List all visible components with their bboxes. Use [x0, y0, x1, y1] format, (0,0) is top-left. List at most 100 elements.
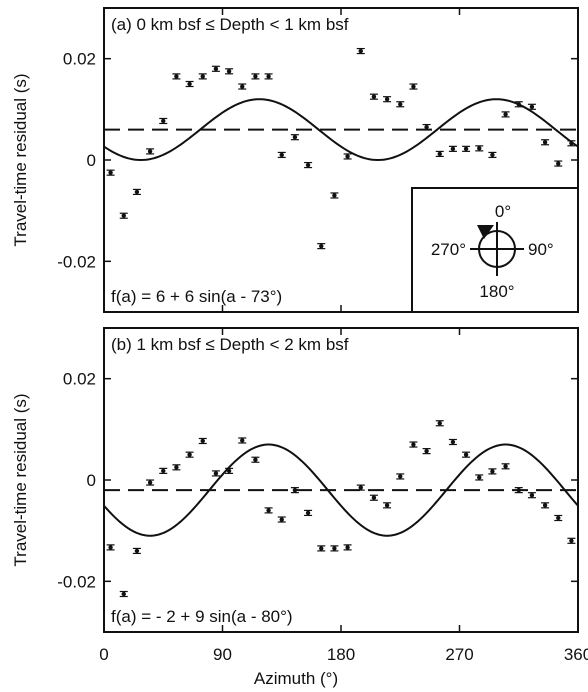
- data-marker: [569, 141, 574, 146]
- data-marker: [226, 69, 232, 74]
- data-marker: [556, 515, 561, 521]
- data-marker: [542, 503, 548, 508]
- data-point: [330, 545, 339, 552]
- data-point: [317, 545, 326, 552]
- data-marker: [292, 135, 298, 140]
- data-point: [225, 68, 234, 75]
- data-marker: [213, 66, 219, 72]
- data-marker: [398, 474, 403, 479]
- x-tick-label: 90: [213, 645, 232, 664]
- data-point: [132, 188, 141, 196]
- data-point: [198, 437, 207, 445]
- data-marker: [226, 468, 232, 474]
- y-tick-label: 0: [87, 471, 96, 490]
- data-marker: [477, 146, 482, 151]
- data-marker: [134, 548, 140, 554]
- data-marker: [477, 475, 482, 480]
- fit-curve: [104, 443, 578, 537]
- data-marker: [134, 189, 140, 195]
- data-point: [317, 243, 326, 250]
- data-point: [527, 492, 536, 499]
- data-point: [448, 438, 457, 446]
- data-marker: [503, 464, 508, 469]
- data-point: [383, 96, 392, 103]
- data-point: [106, 544, 115, 551]
- data-marker: [411, 442, 416, 447]
- data-marker: [516, 487, 521, 493]
- panel-title: (b) 1 km bsf ≤ Depth < 2 km bsf: [111, 335, 349, 354]
- data-point: [172, 73, 181, 80]
- data-marker: [161, 118, 166, 124]
- data-point: [409, 441, 418, 448]
- data-point: [198, 73, 207, 80]
- data-point: [251, 456, 260, 463]
- data-marker: [305, 510, 311, 516]
- data-marker: [450, 146, 456, 152]
- data-marker: [121, 213, 126, 218]
- data-marker: [424, 124, 429, 130]
- data-marker: [108, 545, 113, 550]
- data-marker: [516, 102, 521, 107]
- data-marker: [345, 154, 350, 159]
- data-point: [488, 468, 497, 475]
- data-marker: [490, 469, 495, 474]
- data-point: [541, 502, 550, 509]
- fit-equation: f(a) = 6 + 6 sin(a - 73°): [111, 287, 282, 306]
- data-point: [251, 73, 260, 80]
- data-point: [343, 544, 352, 551]
- data-point: [501, 111, 510, 118]
- data-point: [435, 420, 444, 427]
- data-marker: [345, 545, 350, 550]
- data-point: [185, 80, 194, 88]
- data-point: [304, 161, 313, 169]
- data-marker: [542, 140, 548, 145]
- data-marker: [437, 421, 442, 426]
- data-marker: [398, 102, 403, 107]
- data-point: [448, 145, 457, 152]
- data-point: [132, 547, 141, 555]
- y-tick-label: 0: [87, 151, 96, 170]
- compass-inset: 0° 90° 180° 270°: [411, 187, 579, 313]
- data-point: [541, 139, 550, 146]
- data-marker: [161, 468, 166, 474]
- data-marker: [490, 152, 495, 158]
- data-point: [185, 451, 194, 458]
- data-point: [554, 160, 563, 167]
- data-marker: [424, 448, 429, 454]
- data-point: [264, 507, 273, 514]
- data-point: [488, 151, 497, 159]
- data-marker: [108, 170, 113, 175]
- data-point: [159, 467, 168, 474]
- data-marker: [240, 84, 245, 89]
- y-tick-label: -0.02: [57, 572, 96, 591]
- data-point: [238, 437, 247, 444]
- data-point: [475, 145, 484, 152]
- x-tick-label: 180: [327, 645, 355, 664]
- data-marker: [147, 149, 153, 154]
- data-marker: [463, 146, 469, 152]
- data-marker: [319, 243, 324, 249]
- data-marker: [556, 161, 561, 166]
- data-point: [159, 117, 168, 125]
- data-marker: [174, 74, 179, 79]
- y-tick-label: 0.02: [63, 370, 96, 389]
- data-marker: [253, 74, 258, 79]
- plot-frame: [103, 327, 579, 633]
- data-point: [330, 192, 339, 199]
- data-marker: [358, 48, 363, 54]
- data-marker: [319, 546, 324, 551]
- compass-label-north: 0°: [495, 202, 511, 221]
- data-marker: [384, 503, 390, 508]
- data-point: [383, 502, 392, 509]
- data-point: [211, 470, 220, 477]
- data-point: [554, 514, 563, 522]
- data-point: [356, 484, 365, 491]
- data-marker: [121, 591, 126, 597]
- data-marker: [332, 546, 337, 551]
- x-axis-label: Azimuth (°): [254, 669, 338, 688]
- data-marker: [279, 517, 284, 522]
- data-point: [119, 212, 128, 219]
- data-point: [435, 150, 444, 158]
- data-point: [475, 474, 484, 481]
